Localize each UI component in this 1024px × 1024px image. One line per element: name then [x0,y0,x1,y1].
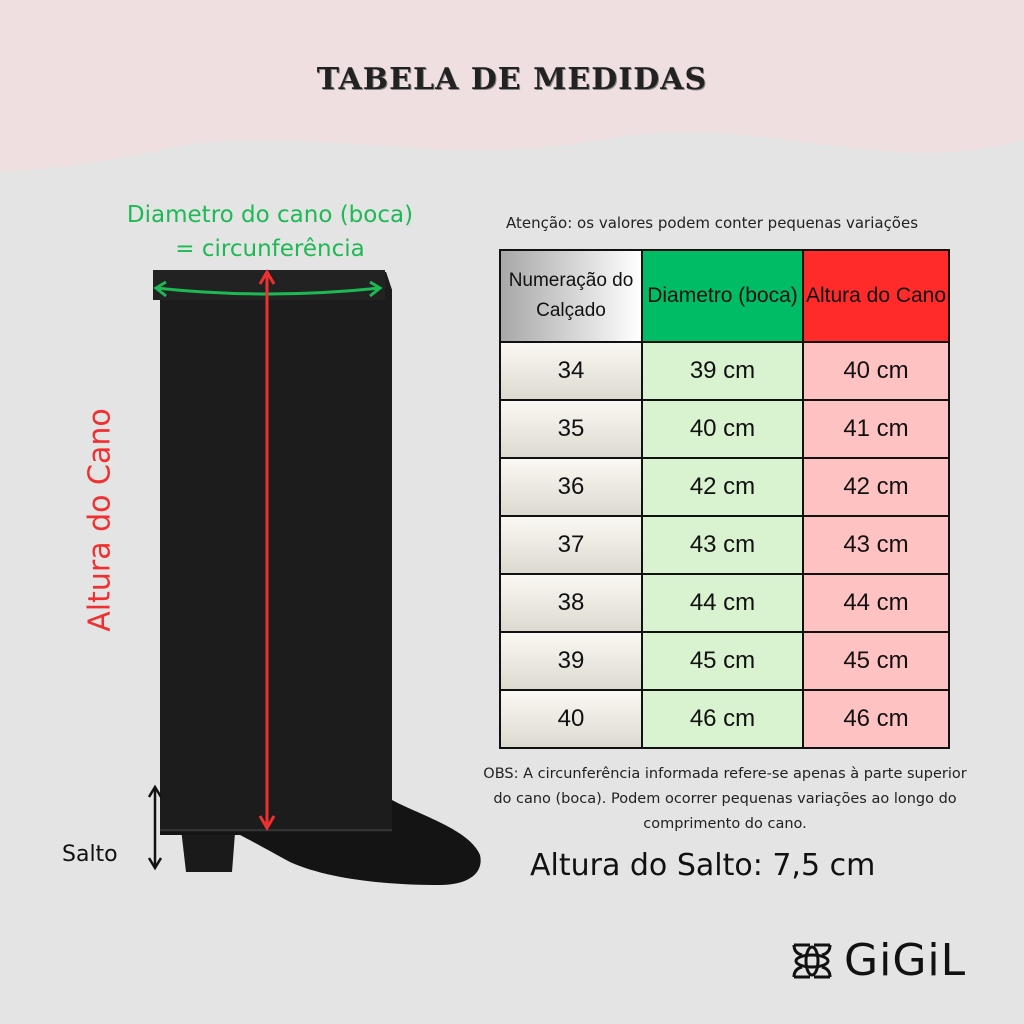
cell-height: 40 cm [802,341,950,401]
table-row: 39 45 cm 45 cm [499,631,950,691]
diameter-label: Diametro do cano (boca) = circunferência [60,198,480,266]
cell-diameter: 43 cm [641,515,804,575]
cell-size: 40 [499,689,643,749]
header-size: Numeração do Calçado [499,249,643,343]
cell-height: 41 cm [802,399,950,459]
cell-size: 39 [499,631,643,691]
cell-size: 37 [499,515,643,575]
brand-emblem-icon [792,943,832,978]
brand-logo: GiGiL [790,935,966,986]
height-arrow-icon [258,269,276,831]
table-row: 35 40 cm 41 cm [499,399,950,459]
size-table: Numeração do Calçado Diametro (boca) Alt… [499,249,950,749]
obs-note: OBS: A circunferência informada refere-s… [483,766,967,832]
cell-size: 36 [499,457,643,517]
heel-arrow-icon [147,784,163,871]
attention-note: Atenção: os valores podem conter pequena… [506,214,919,232]
cell-height: 43 cm [802,515,950,575]
cell-diameter: 46 cm [641,689,804,749]
cell-diameter: 40 cm [641,399,804,459]
cell-height: 46 cm [802,689,950,749]
diameter-label-line2: = circunferência [175,236,365,262]
header-height: Altura do Cano [802,249,950,343]
cell-diameter: 45 cm [641,631,804,691]
table-row: 40 46 cm 46 cm [499,689,950,749]
header-diameter: Diametro (boca) [641,249,804,343]
diameter-label-line1: Diametro do cano (boca) [126,202,414,228]
cell-height: 44 cm [802,573,950,633]
boot-image [153,270,481,885]
cell-height: 45 cm [802,631,950,691]
pink-wave [0,0,1024,172]
table-header: Numeração do Calçado Diametro (boca) Alt… [499,249,950,343]
table-row: 36 42 cm 42 cm [499,457,950,517]
cell-size: 35 [499,399,643,459]
cell-diameter: 44 cm [641,573,804,633]
table-row: 38 44 cm 44 cm [499,573,950,633]
cell-height: 42 cm [802,457,950,517]
table-row: 37 43 cm 43 cm [499,515,950,575]
heel-label: Salto [62,842,118,867]
shaft-height-label: Altura do Cano [82,408,118,632]
cell-diameter: 39 cm [641,341,804,401]
page-title: TABELA DE MEDIDAS [316,62,708,97]
cell-size: 38 [499,573,643,633]
cell-diameter: 42 cm [641,457,804,517]
table-row: 34 39 cm 40 cm [499,341,950,401]
brand-name: GiGiL [844,935,967,986]
heel-height: Altura do Salto: 7,5 cm [530,848,876,883]
cell-size: 34 [499,341,643,401]
